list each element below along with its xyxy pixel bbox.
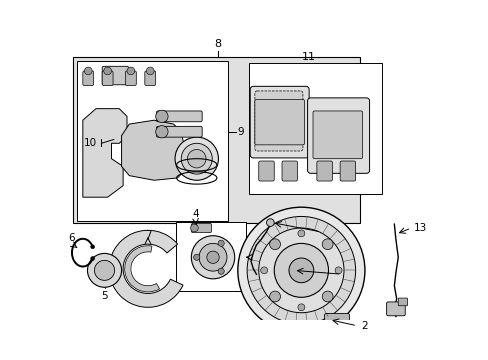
Circle shape xyxy=(103,67,111,75)
FancyBboxPatch shape xyxy=(254,99,304,145)
Circle shape xyxy=(269,291,280,302)
Text: 10: 10 xyxy=(83,138,97,148)
FancyBboxPatch shape xyxy=(191,223,211,233)
Text: 13: 13 xyxy=(413,223,426,233)
Circle shape xyxy=(206,251,219,264)
FancyBboxPatch shape xyxy=(102,71,113,86)
FancyBboxPatch shape xyxy=(156,126,202,137)
Text: 1: 1 xyxy=(345,269,351,279)
Circle shape xyxy=(260,267,267,274)
Circle shape xyxy=(274,243,328,297)
Circle shape xyxy=(146,67,154,75)
Circle shape xyxy=(334,267,342,274)
Polygon shape xyxy=(82,109,127,197)
Circle shape xyxy=(269,239,280,249)
Circle shape xyxy=(199,243,226,271)
Circle shape xyxy=(84,67,92,75)
Circle shape xyxy=(91,257,94,260)
Polygon shape xyxy=(122,120,185,180)
Bar xyxy=(248,63,381,194)
FancyBboxPatch shape xyxy=(156,111,202,122)
Circle shape xyxy=(190,224,198,232)
Circle shape xyxy=(187,149,205,168)
Bar xyxy=(77,61,227,221)
FancyBboxPatch shape xyxy=(258,161,274,181)
Wedge shape xyxy=(109,230,183,307)
Text: 12: 12 xyxy=(323,227,336,237)
FancyBboxPatch shape xyxy=(144,71,155,86)
FancyBboxPatch shape xyxy=(312,111,362,159)
Circle shape xyxy=(181,143,212,174)
Text: 3: 3 xyxy=(252,252,259,262)
FancyBboxPatch shape xyxy=(340,161,355,181)
Circle shape xyxy=(246,216,355,324)
Circle shape xyxy=(322,239,332,249)
Circle shape xyxy=(322,291,332,302)
Text: 6: 6 xyxy=(68,233,75,243)
Text: 5: 5 xyxy=(101,291,108,301)
Circle shape xyxy=(297,230,304,237)
Text: 7: 7 xyxy=(144,230,151,239)
Circle shape xyxy=(266,219,274,226)
Circle shape xyxy=(218,268,224,274)
Circle shape xyxy=(175,137,218,180)
FancyBboxPatch shape xyxy=(82,71,94,86)
Bar xyxy=(73,57,359,222)
FancyBboxPatch shape xyxy=(125,71,136,86)
Circle shape xyxy=(87,253,122,287)
Circle shape xyxy=(297,304,304,311)
FancyBboxPatch shape xyxy=(307,98,369,173)
FancyBboxPatch shape xyxy=(397,298,407,306)
Bar xyxy=(176,222,245,291)
Circle shape xyxy=(94,260,114,280)
FancyBboxPatch shape xyxy=(102,66,128,85)
FancyBboxPatch shape xyxy=(316,161,332,181)
Circle shape xyxy=(218,240,224,246)
Circle shape xyxy=(155,110,168,122)
FancyBboxPatch shape xyxy=(324,314,349,326)
FancyBboxPatch shape xyxy=(386,302,405,316)
FancyBboxPatch shape xyxy=(250,86,308,158)
Text: 9: 9 xyxy=(237,127,244,137)
FancyBboxPatch shape xyxy=(254,91,302,151)
Circle shape xyxy=(155,126,168,138)
Circle shape xyxy=(237,207,364,333)
Text: 8: 8 xyxy=(214,39,221,49)
Circle shape xyxy=(258,228,343,313)
Wedge shape xyxy=(124,246,159,292)
FancyBboxPatch shape xyxy=(282,161,297,181)
Text: 2: 2 xyxy=(360,321,367,331)
Text: 11: 11 xyxy=(301,52,315,62)
Text: 4: 4 xyxy=(192,209,199,219)
Circle shape xyxy=(91,245,94,249)
Circle shape xyxy=(193,254,200,260)
Circle shape xyxy=(127,67,135,75)
Circle shape xyxy=(288,258,313,283)
Circle shape xyxy=(191,236,234,279)
